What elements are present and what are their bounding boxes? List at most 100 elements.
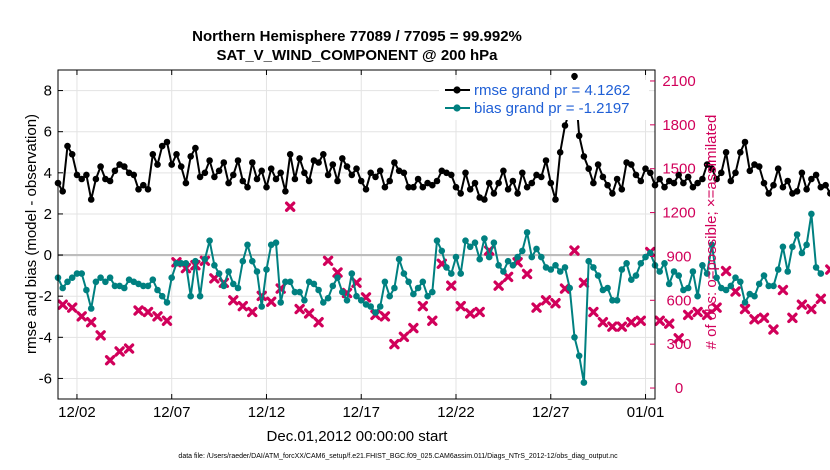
rmse-point: [419, 183, 427, 191]
rmse-point: [481, 196, 488, 203]
bias-point: [448, 270, 455, 277]
bias-point: [329, 282, 337, 290]
rmse-point: [552, 196, 559, 203]
nobs-assimilated-point: [152, 311, 163, 322]
bias-point: [173, 260, 180, 267]
bias-point: [760, 272, 768, 279]
bias-point: [64, 278, 71, 286]
bias-point: [613, 297, 621, 304]
rmse-point: [320, 151, 327, 158]
rmse-point: [144, 186, 152, 193]
rmse-point: [253, 175, 261, 183]
y2-tick-label: 0: [675, 380, 683, 397]
y-axis-label: rmse and bias (model - observation): [23, 114, 40, 354]
y2-tick-label: 2100: [662, 73, 695, 90]
bias-point: [575, 352, 583, 360]
rmse-point: [760, 179, 768, 187]
bias-point: [324, 294, 332, 302]
bias-point: [253, 268, 261, 275]
bias-point: [727, 282, 735, 290]
nobs-assimilated-point: [626, 317, 637, 328]
nobs-assimilated-point: [777, 284, 789, 296]
bias-point: [286, 278, 294, 286]
bias-point: [722, 286, 730, 294]
chart-title: Northern Hemisphere 77089 / 77095 = 99.9…: [192, 28, 522, 45]
rmse-point: [538, 173, 545, 181]
bias-point: [405, 278, 412, 286]
bias-point: [244, 241, 251, 249]
rmse-point: [301, 169, 308, 177]
nobs-assimilated-point: [76, 311, 87, 322]
rmse-point: [429, 181, 436, 189]
nobs-assimilated-point: [739, 303, 751, 315]
bias-point: [386, 292, 394, 300]
x-tick-labels: 12/02 12/07 12/12 12/17 12/22 12/27 01/01: [58, 404, 664, 421]
bias-point: [376, 303, 384, 310]
bias-point: [177, 260, 185, 267]
bias-point: [206, 237, 213, 244]
legend: rmse grand pr = 4.1262 bias grand pr = -…: [439, 80, 649, 120]
bias-point: [121, 284, 128, 292]
rmse-point: [372, 173, 379, 181]
bias-point: [713, 274, 720, 282]
y2-tick-label: 600: [666, 292, 691, 309]
rmse-point: [528, 179, 536, 187]
bias-point: [258, 303, 266, 310]
rmse-point: [808, 175, 815, 183]
rmse-point: [158, 142, 166, 150]
rmse-point: [272, 175, 280, 183]
legend-box: [439, 80, 649, 120]
nobs-assimilated-point: [237, 300, 248, 312]
bias-point: [144, 282, 152, 290]
rmse-point: [78, 175, 85, 183]
rmse-point: [547, 179, 555, 187]
rmse-point: [196, 173, 204, 181]
bias-point: [547, 266, 555, 273]
x-tick-label: 12/12: [248, 404, 286, 421]
rmse-point: [594, 161, 602, 168]
rmse-point: [571, 72, 578, 80]
nobs-assimilated-point: [806, 303, 817, 315]
rmse-point: [296, 155, 303, 162]
bias-point: [92, 278, 100, 286]
rmse-point: [348, 171, 356, 179]
rmse-point: [168, 161, 175, 168]
rmse-point: [542, 157, 550, 164]
bias-point: [528, 253, 536, 261]
nobs-assimilated-point: [104, 355, 116, 366]
bias-point: [353, 292, 360, 300]
bias-point: [334, 274, 341, 282]
rmse-point: [367, 169, 375, 177]
rmse-point: [647, 169, 654, 177]
bias-point: [538, 253, 545, 261]
rmse-point: [637, 177, 645, 185]
rmse-point: [604, 181, 611, 189]
bias-point: [798, 249, 806, 257]
nobs-assimilated-point: [588, 306, 599, 318]
bias-point: [784, 268, 791, 275]
bias-point: [192, 257, 199, 265]
bias-point: [566, 284, 573, 292]
nobs-assimilated-point: [815, 293, 827, 305]
nobs-assimilated-point: [57, 299, 68, 310]
bias-point: [140, 282, 147, 290]
bias-point: [339, 288, 346, 296]
y2-tick-label: 300: [666, 336, 691, 353]
bias-point: [367, 303, 375, 310]
rmse-point: [315, 159, 322, 166]
rmse-point: [211, 173, 218, 181]
rmse-point: [83, 171, 90, 179]
rmse-point: [618, 186, 626, 193]
y-tick-label: -4: [39, 329, 52, 346]
bias-point: [585, 257, 592, 265]
nobs-assimilated-point: [531, 302, 542, 313]
rmse-point: [689, 183, 697, 191]
bias-point: [320, 299, 327, 306]
nobs-assimilated-point: [389, 338, 400, 350]
rmse-point: [680, 179, 687, 187]
legend-rmse-label: rmse grand pr = 4.1262: [474, 82, 630, 99]
bias-point: [703, 270, 711, 277]
rmse-point: [343, 163, 351, 170]
bias-point: [59, 284, 66, 292]
nobs-assimilated-point: [550, 298, 561, 309]
